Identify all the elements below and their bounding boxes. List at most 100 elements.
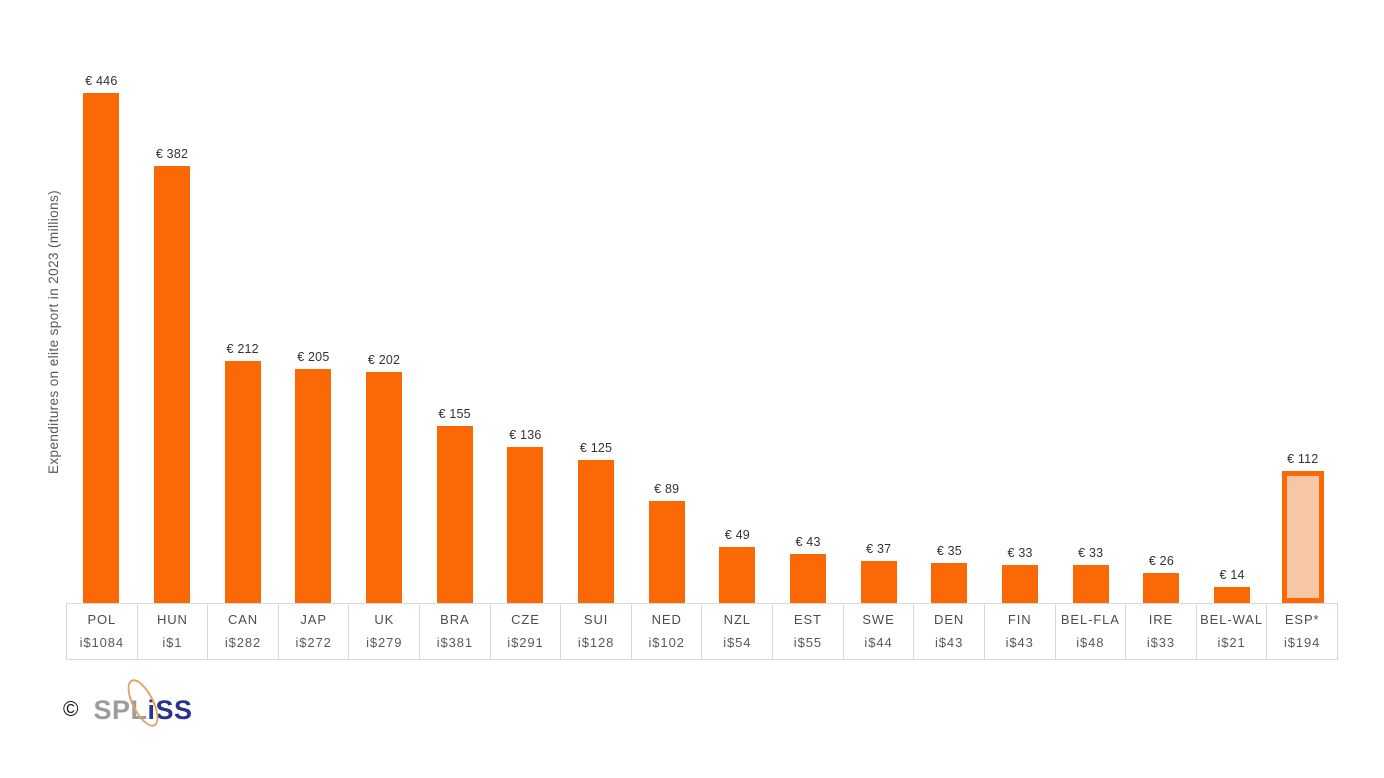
category-intl-dollar-label: i$272 [295,635,332,650]
category-intl-dollar-label: i$54 [723,635,752,650]
bar-value-label: € 37 [866,542,892,556]
category-code-label: FIN [1007,612,1032,627]
bar [295,369,332,603]
bar [790,554,827,603]
bar [154,166,190,603]
category-cell: JAP i$272 [277,604,349,659]
bar-column: € 205 [278,350,349,603]
copyright-icon: © [63,698,79,721]
bar-column: € 35 [914,544,985,603]
spliss-logo-text-blue: iSS [147,694,193,725]
category-intl-dollar-label: i$102 [648,635,685,650]
category-intl-dollar-label: i$1084 [79,635,125,650]
bar-column: € 49 [702,528,773,603]
footer-logo: © SPLiSS [63,674,193,732]
y-axis-label: Expenditures on elite sport in 2023 (mil… [46,189,61,474]
bar-value-label: € 112 [1287,452,1319,466]
bar [578,460,615,603]
category-intl-dollar-label: i$381 [436,635,473,650]
category-code-label: BEL-WAL [1200,612,1263,627]
category-table: POL i$1084 HUN i$1 CAN i$282 JAP i$272 UK i$279 BR… [66,603,1338,660]
bar-column: € 155 [419,407,490,603]
category-cell: BRA i$381 [419,604,490,659]
category-cell: SUI i$128 [560,604,631,659]
bar [1214,587,1251,603]
bar [719,547,756,603]
bar-value-label: € 43 [795,535,821,549]
bar-column: € 14 [1197,568,1268,603]
category-cell: EST i$55 [772,604,843,659]
bar-value-label: € 49 [724,528,750,542]
bar-column: € 202 [349,353,420,603]
category-code-label: NED [651,612,682,627]
category-intl-dollar-label: i$43 [1005,635,1034,650]
bar-value-label: € 155 [438,407,471,421]
category-code-label: IRE [1148,612,1174,627]
category-code-label: ESP* [1284,612,1320,627]
bar-plot-area: € 446 € 382 € 212 € 205 € 202 € 155 € 136 € 125… [66,60,1338,603]
category-cell: CZE i$291 [489,604,561,659]
category-cell: BEL-WAL i$21 [1195,604,1267,659]
bar [366,372,403,603]
bar [1002,565,1039,603]
category-cell: DEN i$43 [913,604,984,659]
bar [507,447,544,603]
bar-value-label: € 26 [1148,554,1174,568]
bar [1072,565,1109,603]
bar-column: € 33 [985,546,1056,603]
bar-column: € 89 [631,482,702,603]
bar-column: € 112 [1267,452,1338,603]
category-cell: NZL i$54 [701,604,772,659]
category-intl-dollar-label: i$48 [1076,635,1105,650]
category-code-label: BEL-FLA [1060,612,1120,627]
category-cell: POL i$1084 [67,604,137,659]
bar [648,501,685,603]
bar-value-label: € 136 [509,428,542,442]
bar-column: € 136 [490,428,561,603]
category-intl-dollar-label: i$194 [1284,635,1321,650]
bar-column: € 382 [137,147,208,603]
category-code-label: JAP [300,612,327,627]
spliss-logo: SPLiSS [93,674,193,731]
category-cell: CAN i$282 [207,604,278,659]
category-intl-dollar-label: i$279 [366,635,403,650]
category-intl-dollar-label: i$43 [935,635,964,650]
category-code-label: EST [793,612,822,627]
category-cell: HUN i$1 [136,604,208,659]
category-cell: ESP* i$194 [1266,604,1337,659]
bar-value-label: € 33 [1007,546,1033,560]
category-code-label: DEN [934,612,965,627]
bar [83,93,120,603]
bar-column: € 37 [843,542,914,603]
bar-column: € 33 [1055,546,1126,603]
bar [436,426,473,603]
bar-column: € 212 [207,342,278,603]
bar-value-label: € 35 [936,544,962,558]
category-intl-dollar-label: i$128 [577,635,615,650]
category-code-label: UK [374,612,395,627]
category-intl-dollar-label: i$44 [864,635,893,650]
bar [1143,573,1180,603]
category-code-label: NZL [723,612,751,627]
category-code-label: HUN [156,612,188,627]
bar [224,361,261,603]
spliss-logo-text-gray: SPL [93,694,148,725]
category-intl-dollar-label: i$291 [507,635,544,650]
category-cell: SWE i$44 [842,604,914,659]
bar-column: € 26 [1126,554,1197,603]
bar-value-label: € 33 [1078,546,1104,560]
bar-value-label: € 202 [367,353,401,367]
bar-value-label: € 14 [1219,568,1245,582]
category-intl-dollar-label: i$1 [162,635,183,650]
category-intl-dollar-label: i$21 [1217,635,1246,650]
category-cell: UK i$279 [348,604,419,659]
category-intl-dollar-label: i$33 [1146,635,1176,650]
category-code-label: BRA [440,612,470,627]
category-cell: FIN i$43 [983,604,1055,659]
bar-value-label: € 382 [155,147,189,161]
bar-value-label: € 205 [297,350,330,364]
category-code-label: POL [87,612,117,627]
bar-column: € 446 [66,74,137,603]
bar-value-label: € 125 [579,441,613,455]
